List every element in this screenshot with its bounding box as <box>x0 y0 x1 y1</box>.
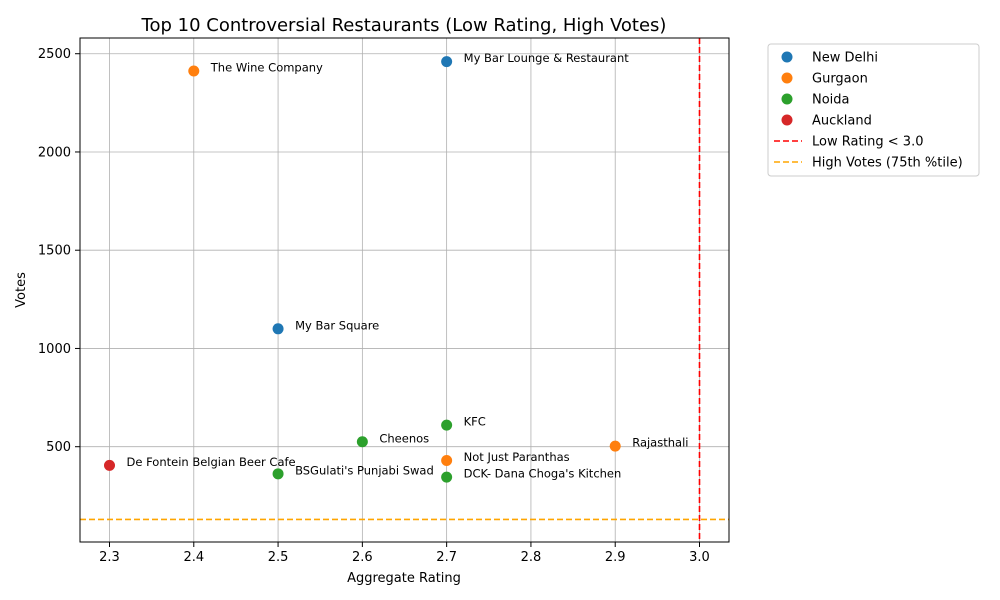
legend-entry: Low Rating < 3.0 <box>812 135 923 150</box>
data-point <box>104 459 115 471</box>
point-label: Cheenos <box>379 431 429 445</box>
point-label: My Bar Square <box>295 318 379 332</box>
legend-frame <box>767 43 980 177</box>
chart-title: Top 10 Controversial Restaurants (Low Ra… <box>141 15 667 36</box>
data-point <box>441 419 453 431</box>
data-point <box>441 454 453 466</box>
legend-entry: Noida <box>812 93 850 108</box>
point-labels: My Bar Lounge & Restaurant The Wine Compa… <box>127 51 689 481</box>
y-tick-label: 2500 <box>38 47 71 62</box>
point-label: DCK- Dana Choga's Kitchen <box>464 467 622 481</box>
data-point <box>272 323 284 335</box>
point-label: BSGulati's Punjabi Swad <box>295 463 434 477</box>
point-label: KFC <box>464 415 486 429</box>
data-point <box>356 436 368 448</box>
legend-marker <box>781 72 793 84</box>
legend-marker <box>781 114 793 126</box>
legend-entry: Auckland <box>812 114 872 129</box>
legend-marker <box>781 93 793 105</box>
y-tick-label: 1500 <box>38 244 71 259</box>
y-tick-label: 500 <box>46 440 71 455</box>
y-tick-label: 1000 <box>38 342 71 357</box>
data-point <box>188 65 200 77</box>
x-tick-label: 3.0 <box>689 550 710 565</box>
point-label: Not Just Paranthas <box>464 450 570 464</box>
x-tick-label: 2.8 <box>521 550 542 565</box>
data-point <box>609 440 621 452</box>
legend-entry: New Delhi <box>812 51 878 66</box>
data-point <box>441 56 453 68</box>
x-tick-label: 2.6 <box>352 550 373 565</box>
x-tick-label: 2.9 <box>605 550 626 565</box>
y-axis-ticks: 500 1000 1500 2000 2500 <box>38 47 80 455</box>
data-points <box>104 56 621 483</box>
y-tick-label: 2000 <box>38 145 71 160</box>
x-axis-ticks: 2.3 2.4 2.5 2.6 2.7 2.8 2.9 3.0 <box>99 542 710 565</box>
reference-lines <box>80 38 729 542</box>
legend-entry: Gurgaon <box>812 72 868 87</box>
data-point <box>272 468 284 480</box>
x-tick-label: 2.3 <box>99 550 120 565</box>
x-axis-label: Aggregate Rating <box>347 571 461 586</box>
plot-frame <box>79 37 730 543</box>
legend-entry: High Votes (75th %tile) <box>812 156 963 171</box>
grid-lines <box>80 38 729 542</box>
x-tick-label: 2.7 <box>436 550 457 565</box>
legend-marker <box>781 51 793 63</box>
data-point <box>441 471 453 483</box>
point-label: De Fontein Belgian Beer Cafe <box>127 455 296 469</box>
y-axis-label: Votes <box>14 272 29 308</box>
x-tick-label: 2.5 <box>268 550 289 565</box>
point-label: My Bar Lounge & Restaurant <box>464 51 630 65</box>
point-label: Rajasthali <box>632 436 688 450</box>
legend: New Delhi Gurgaon Noida Auckland Low Rating … <box>767 43 980 177</box>
x-tick-label: 2.4 <box>183 550 204 565</box>
point-label: The Wine Company <box>210 61 323 75</box>
